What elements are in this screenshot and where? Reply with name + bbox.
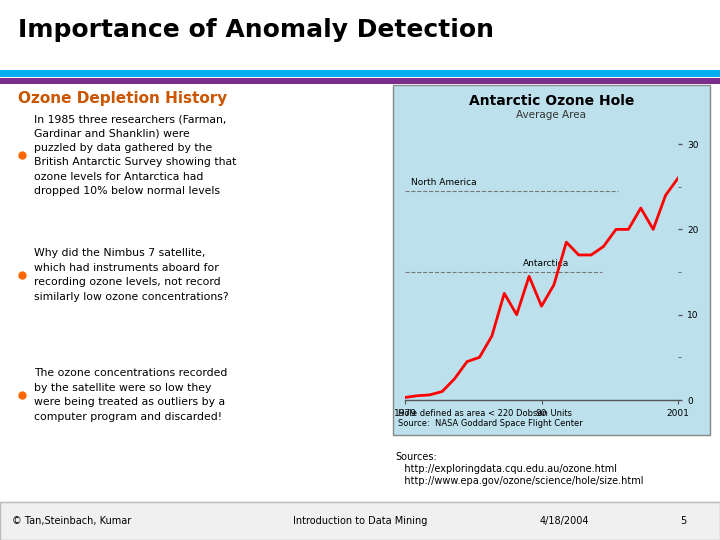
Text: http://www.epa.gov/ozone/science/hole/size.html: http://www.epa.gov/ozone/science/hole/si…: [395, 476, 644, 486]
Text: Hole defined as area < 220 Dobson Units: Hole defined as area < 220 Dobson Units: [398, 408, 572, 417]
Text: Introduction to Data Mining: Introduction to Data Mining: [293, 516, 427, 526]
Text: Why did the Nimbus 7 satellite,
which had instruments aboard for
recording ozone: Why did the Nimbus 7 satellite, which ha…: [34, 248, 229, 302]
Bar: [0, 78, 720, 84]
Text: Average Area: Average Area: [516, 110, 587, 120]
Text: Importance of Anomaly Detection: Importance of Anomaly Detection: [18, 18, 494, 42]
Text: Ozone Depletion History: Ozone Depletion History: [18, 91, 228, 105]
Text: In 1985 three researchers (Farman,
Gardinar and Shanklin) were
puzzled by data g: In 1985 three researchers (Farman, Gardi…: [34, 114, 236, 196]
Text: 4/18/2004: 4/18/2004: [540, 516, 590, 526]
Text: The ozone concentrations recorded
by the satellite were so low they
were being t: The ozone concentrations recorded by the…: [34, 368, 228, 422]
Bar: [0, 70, 720, 77]
Bar: [0, 502, 720, 540]
Text: North America: North America: [411, 178, 477, 187]
Text: Sources:: Sources:: [395, 452, 437, 462]
Text: © Tan,Steinbach, Kumar: © Tan,Steinbach, Kumar: [12, 516, 131, 526]
Text: Source:  NASA Goddard Space Flight Center: Source: NASA Goddard Space Flight Center: [398, 418, 582, 428]
Text: Antarctic Ozone Hole: Antarctic Ozone Hole: [469, 94, 634, 108]
Text: Antarctica: Antarctica: [523, 259, 569, 268]
Text: http://exploringdata.cqu.edu.au/ozone.html: http://exploringdata.cqu.edu.au/ozone.ht…: [395, 464, 617, 474]
Text: 5: 5: [680, 516, 686, 526]
Bar: [393, 85, 710, 435]
